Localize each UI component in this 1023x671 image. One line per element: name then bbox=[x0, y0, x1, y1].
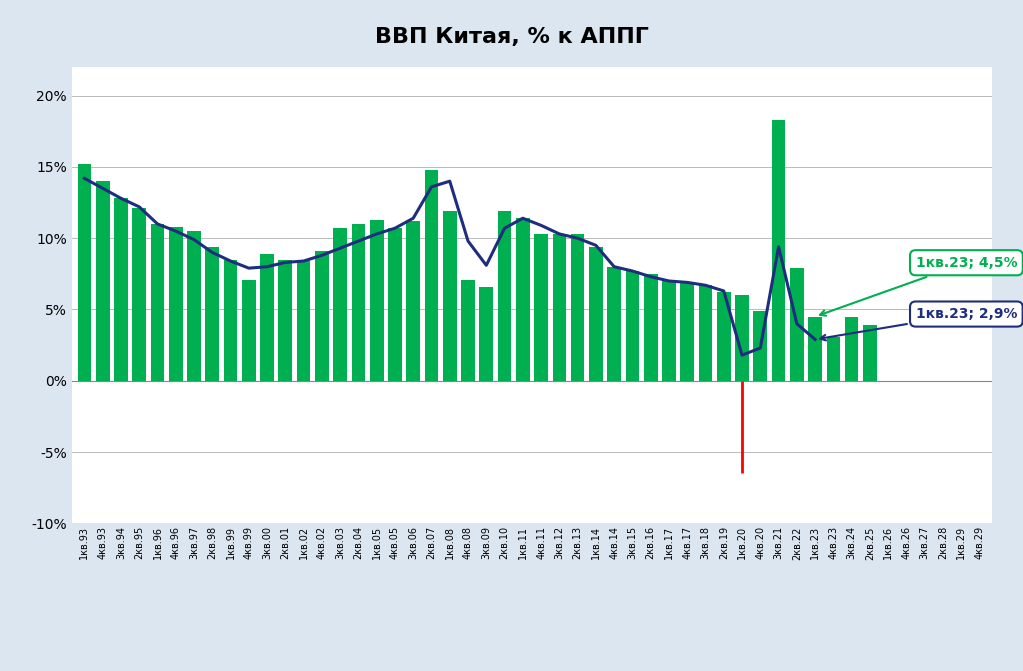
Bar bbox=[242, 280, 256, 381]
Bar bbox=[480, 287, 493, 381]
Bar bbox=[771, 120, 786, 381]
Bar bbox=[790, 268, 804, 381]
Bar bbox=[370, 219, 384, 381]
Bar bbox=[626, 271, 639, 381]
Bar bbox=[132, 208, 146, 381]
Bar bbox=[224, 260, 237, 381]
Bar bbox=[552, 234, 566, 381]
Bar bbox=[315, 251, 328, 381]
Bar bbox=[680, 282, 694, 381]
Text: 1кв.23; 4,5%: 1кв.23; 4,5% bbox=[819, 256, 1017, 315]
Text: ВВП Китая, % к АППГ: ВВП Китая, % к АППГ bbox=[374, 27, 649, 47]
Bar bbox=[206, 247, 219, 381]
Bar bbox=[643, 274, 658, 381]
Bar bbox=[297, 260, 310, 381]
Bar bbox=[808, 317, 821, 381]
Bar bbox=[169, 227, 182, 381]
Bar bbox=[461, 280, 475, 381]
Text: 1кв.23; 2,9%: 1кв.23; 2,9% bbox=[820, 307, 1017, 340]
Bar bbox=[662, 281, 676, 381]
Bar bbox=[608, 267, 621, 381]
Bar bbox=[736, 295, 749, 381]
Bar bbox=[516, 218, 530, 381]
Bar bbox=[333, 228, 347, 381]
Bar bbox=[754, 311, 767, 381]
Bar bbox=[425, 170, 438, 381]
Bar bbox=[717, 293, 730, 381]
Bar bbox=[187, 231, 201, 381]
Bar bbox=[589, 247, 603, 381]
Bar bbox=[863, 325, 877, 381]
Bar bbox=[699, 285, 712, 381]
Bar bbox=[96, 181, 109, 381]
Bar bbox=[115, 199, 128, 381]
Bar bbox=[406, 221, 420, 381]
Bar bbox=[534, 234, 548, 381]
Bar bbox=[388, 228, 402, 381]
Bar bbox=[443, 211, 456, 381]
Bar bbox=[150, 224, 165, 381]
Bar bbox=[571, 234, 584, 381]
Bar bbox=[352, 224, 365, 381]
Bar bbox=[278, 260, 293, 381]
Bar bbox=[260, 254, 274, 381]
Bar bbox=[78, 164, 91, 381]
Bar bbox=[498, 211, 512, 381]
Bar bbox=[845, 317, 858, 381]
Bar bbox=[827, 337, 840, 381]
